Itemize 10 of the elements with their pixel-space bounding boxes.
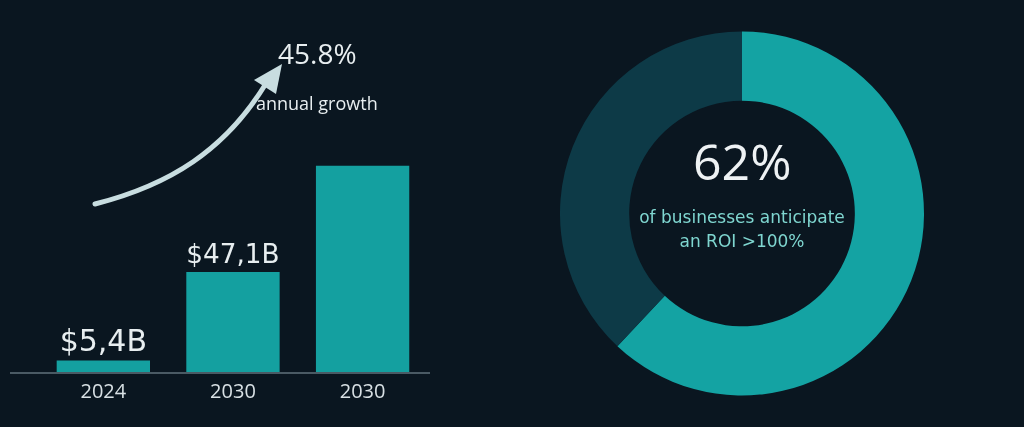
text: 45.8% <box>278 34 357 72</box>
text: 62% <box>693 127 792 195</box>
text: annual growth <box>256 91 378 115</box>
x-tick-label: 2030 <box>339 377 386 404</box>
data-label: $5,4B <box>59 322 148 358</box>
x-tick-label: 2024 <box>80 377 127 404</box>
data-label: $47,1B <box>186 238 280 269</box>
x-tick-label: 2030 <box>210 377 256 404</box>
text: of businesses anticipate an ROI >100% <box>638 206 846 253</box>
donut-slice <box>617 31 924 396</box>
